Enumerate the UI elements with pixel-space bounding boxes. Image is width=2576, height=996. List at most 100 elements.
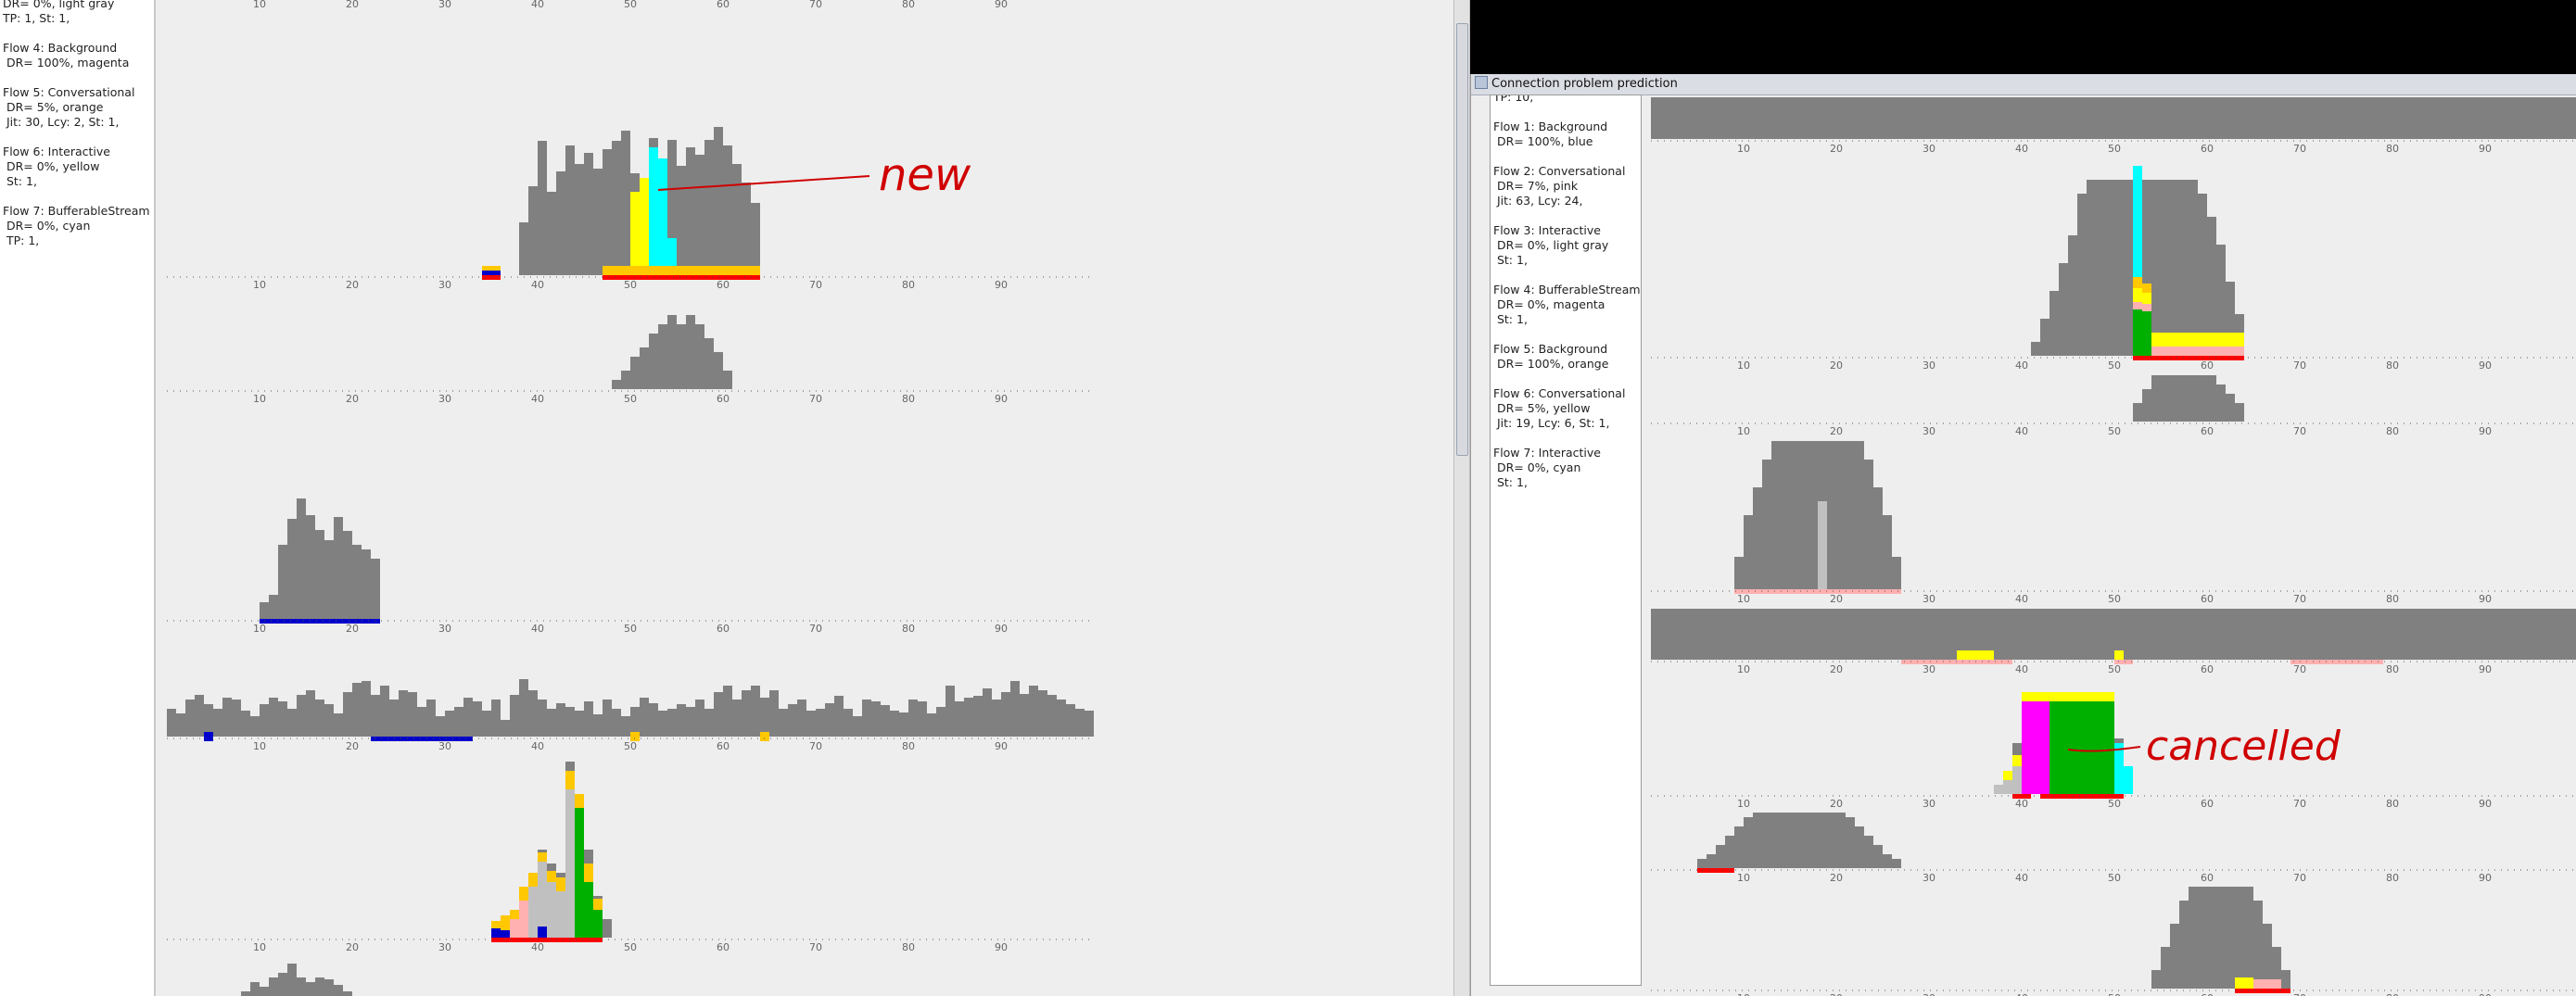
bar — [1966, 609, 1975, 660]
left-histograms: 10 20 30 40 50 60 70 80 90 10 20 30 40 50 60 70 80 90 10 20… — [167, 0, 1094, 996]
stack-segment — [2235, 347, 2244, 356]
bar — [2430, 97, 2439, 139]
bar — [2179, 375, 2189, 422]
bar — [2022, 609, 2031, 660]
bar — [1836, 813, 1846, 868]
bar — [677, 324, 686, 389]
bar — [667, 709, 677, 737]
under-bar — [260, 619, 380, 624]
bar — [2077, 194, 2087, 356]
stack-segment — [2151, 333, 2161, 347]
stack-segment — [2189, 347, 2198, 356]
bar — [1753, 487, 1762, 589]
bar — [1901, 609, 1910, 660]
stack-segment — [547, 882, 556, 938]
stack-segment — [510, 910, 519, 919]
bar — [491, 700, 501, 737]
bar — [1725, 97, 1734, 139]
bar — [1716, 845, 1725, 868]
stack-segment — [2068, 692, 2077, 701]
bar — [2207, 217, 2216, 356]
window-titlebar[interactable]: Connection problem prediction — [1471, 74, 2576, 95]
bar — [1744, 609, 1753, 660]
bar — [769, 690, 779, 737]
bar — [918, 701, 927, 737]
bar — [2235, 609, 2244, 660]
bar — [2216, 97, 2226, 139]
bar — [2309, 609, 2318, 660]
vertical-scrollbar[interactable] — [1453, 0, 1470, 996]
bar — [2374, 609, 2383, 660]
right-flow-text: TP: 10, Flow 1: Background DR= 100%, blue… — [1491, 95, 1641, 490]
right-flow-line: Flow 2: Conversational — [1493, 164, 1626, 178]
bar — [621, 371, 630, 389]
bar — [853, 716, 862, 737]
bar — [825, 703, 834, 737]
under-bar — [2133, 356, 2244, 360]
bar — [584, 153, 593, 275]
bar — [704, 338, 714, 389]
bar — [1085, 711, 1094, 737]
stack-segment — [2012, 755, 2022, 766]
bar — [1707, 854, 1716, 868]
bar — [269, 977, 278, 996]
stack-segment — [2077, 701, 2087, 794]
axis-tick-label: 30 — [438, 279, 451, 291]
axis-tick-label: 10 — [253, 0, 266, 10]
bar — [2049, 609, 2059, 660]
axis-tick-label: 30 — [438, 740, 451, 752]
axis-tick-label: 50 — [624, 740, 637, 752]
annotation-new: new — [657, 149, 971, 201]
axis-tick-label: 40 — [2015, 143, 2028, 155]
bar — [2179, 180, 2189, 356]
window-title: Connection problem prediction — [1491, 77, 1678, 91]
bar — [362, 549, 371, 619]
right-flow-line: St: 1, — [1493, 475, 1528, 489]
bar — [2189, 97, 2198, 139]
r-plot-3: 10 20 30 40 50 60 70 80 90 — [1651, 441, 2576, 605]
axis-tick-label: 50 — [624, 941, 637, 953]
stack-segment — [2105, 692, 2114, 701]
under-bar — [2290, 660, 2383, 664]
bar — [2300, 609, 2309, 660]
bar — [640, 347, 649, 389]
bar — [1808, 97, 1818, 139]
plot-5: 10 20 30 40 50 60 70 80 90 — [167, 762, 1094, 953]
bar — [1725, 836, 1734, 868]
bar — [1669, 609, 1679, 660]
bar — [2513, 97, 2522, 139]
bar — [278, 545, 287, 619]
axis-tick-label: 10 — [253, 393, 266, 405]
axis-tick-label: 50 — [2108, 593, 2121, 605]
axis-tick-label: 10 — [1737, 992, 1750, 996]
stack-segment — [2133, 309, 2142, 356]
right-histograms: 10 20 30 40 50 60 70 80 90 10 20 30 40 50 60 70 80 90 10 20… — [1651, 97, 2576, 996]
bar — [297, 695, 306, 737]
axis-tick-label: 20 — [346, 623, 359, 635]
bar — [1892, 609, 1901, 660]
bar — [667, 140, 677, 275]
right-flow-line: Jit: 19, Lcy: 6, St: 1, — [1493, 416, 1610, 430]
stack-segment — [2216, 333, 2226, 347]
bar — [389, 700, 399, 737]
bar — [519, 679, 528, 737]
under-bar — [603, 275, 760, 280]
axis-tick-label: 60 — [2201, 663, 2214, 675]
stack-segment — [556, 891, 565, 938]
bar — [538, 141, 547, 275]
axis-tick-label: 20 — [346, 279, 359, 291]
bar — [2411, 609, 2420, 660]
bar — [2226, 282, 2235, 356]
bar — [2485, 609, 2494, 660]
bar — [1734, 826, 1744, 868]
bar — [1734, 97, 1744, 139]
axis-tick-label: 10 — [253, 740, 266, 752]
right-flow-line: Flow 5: Background — [1493, 342, 1608, 356]
bar — [1920, 609, 1929, 660]
bar — [287, 519, 297, 619]
bar — [213, 709, 222, 737]
bar — [2012, 609, 2022, 660]
scrollbar-thumb[interactable] — [1456, 23, 1468, 456]
bar — [1938, 97, 1948, 139]
right-flow-entry: Flow 6: Conversational DR= 5%, yellow Ji… — [1493, 386, 1641, 431]
